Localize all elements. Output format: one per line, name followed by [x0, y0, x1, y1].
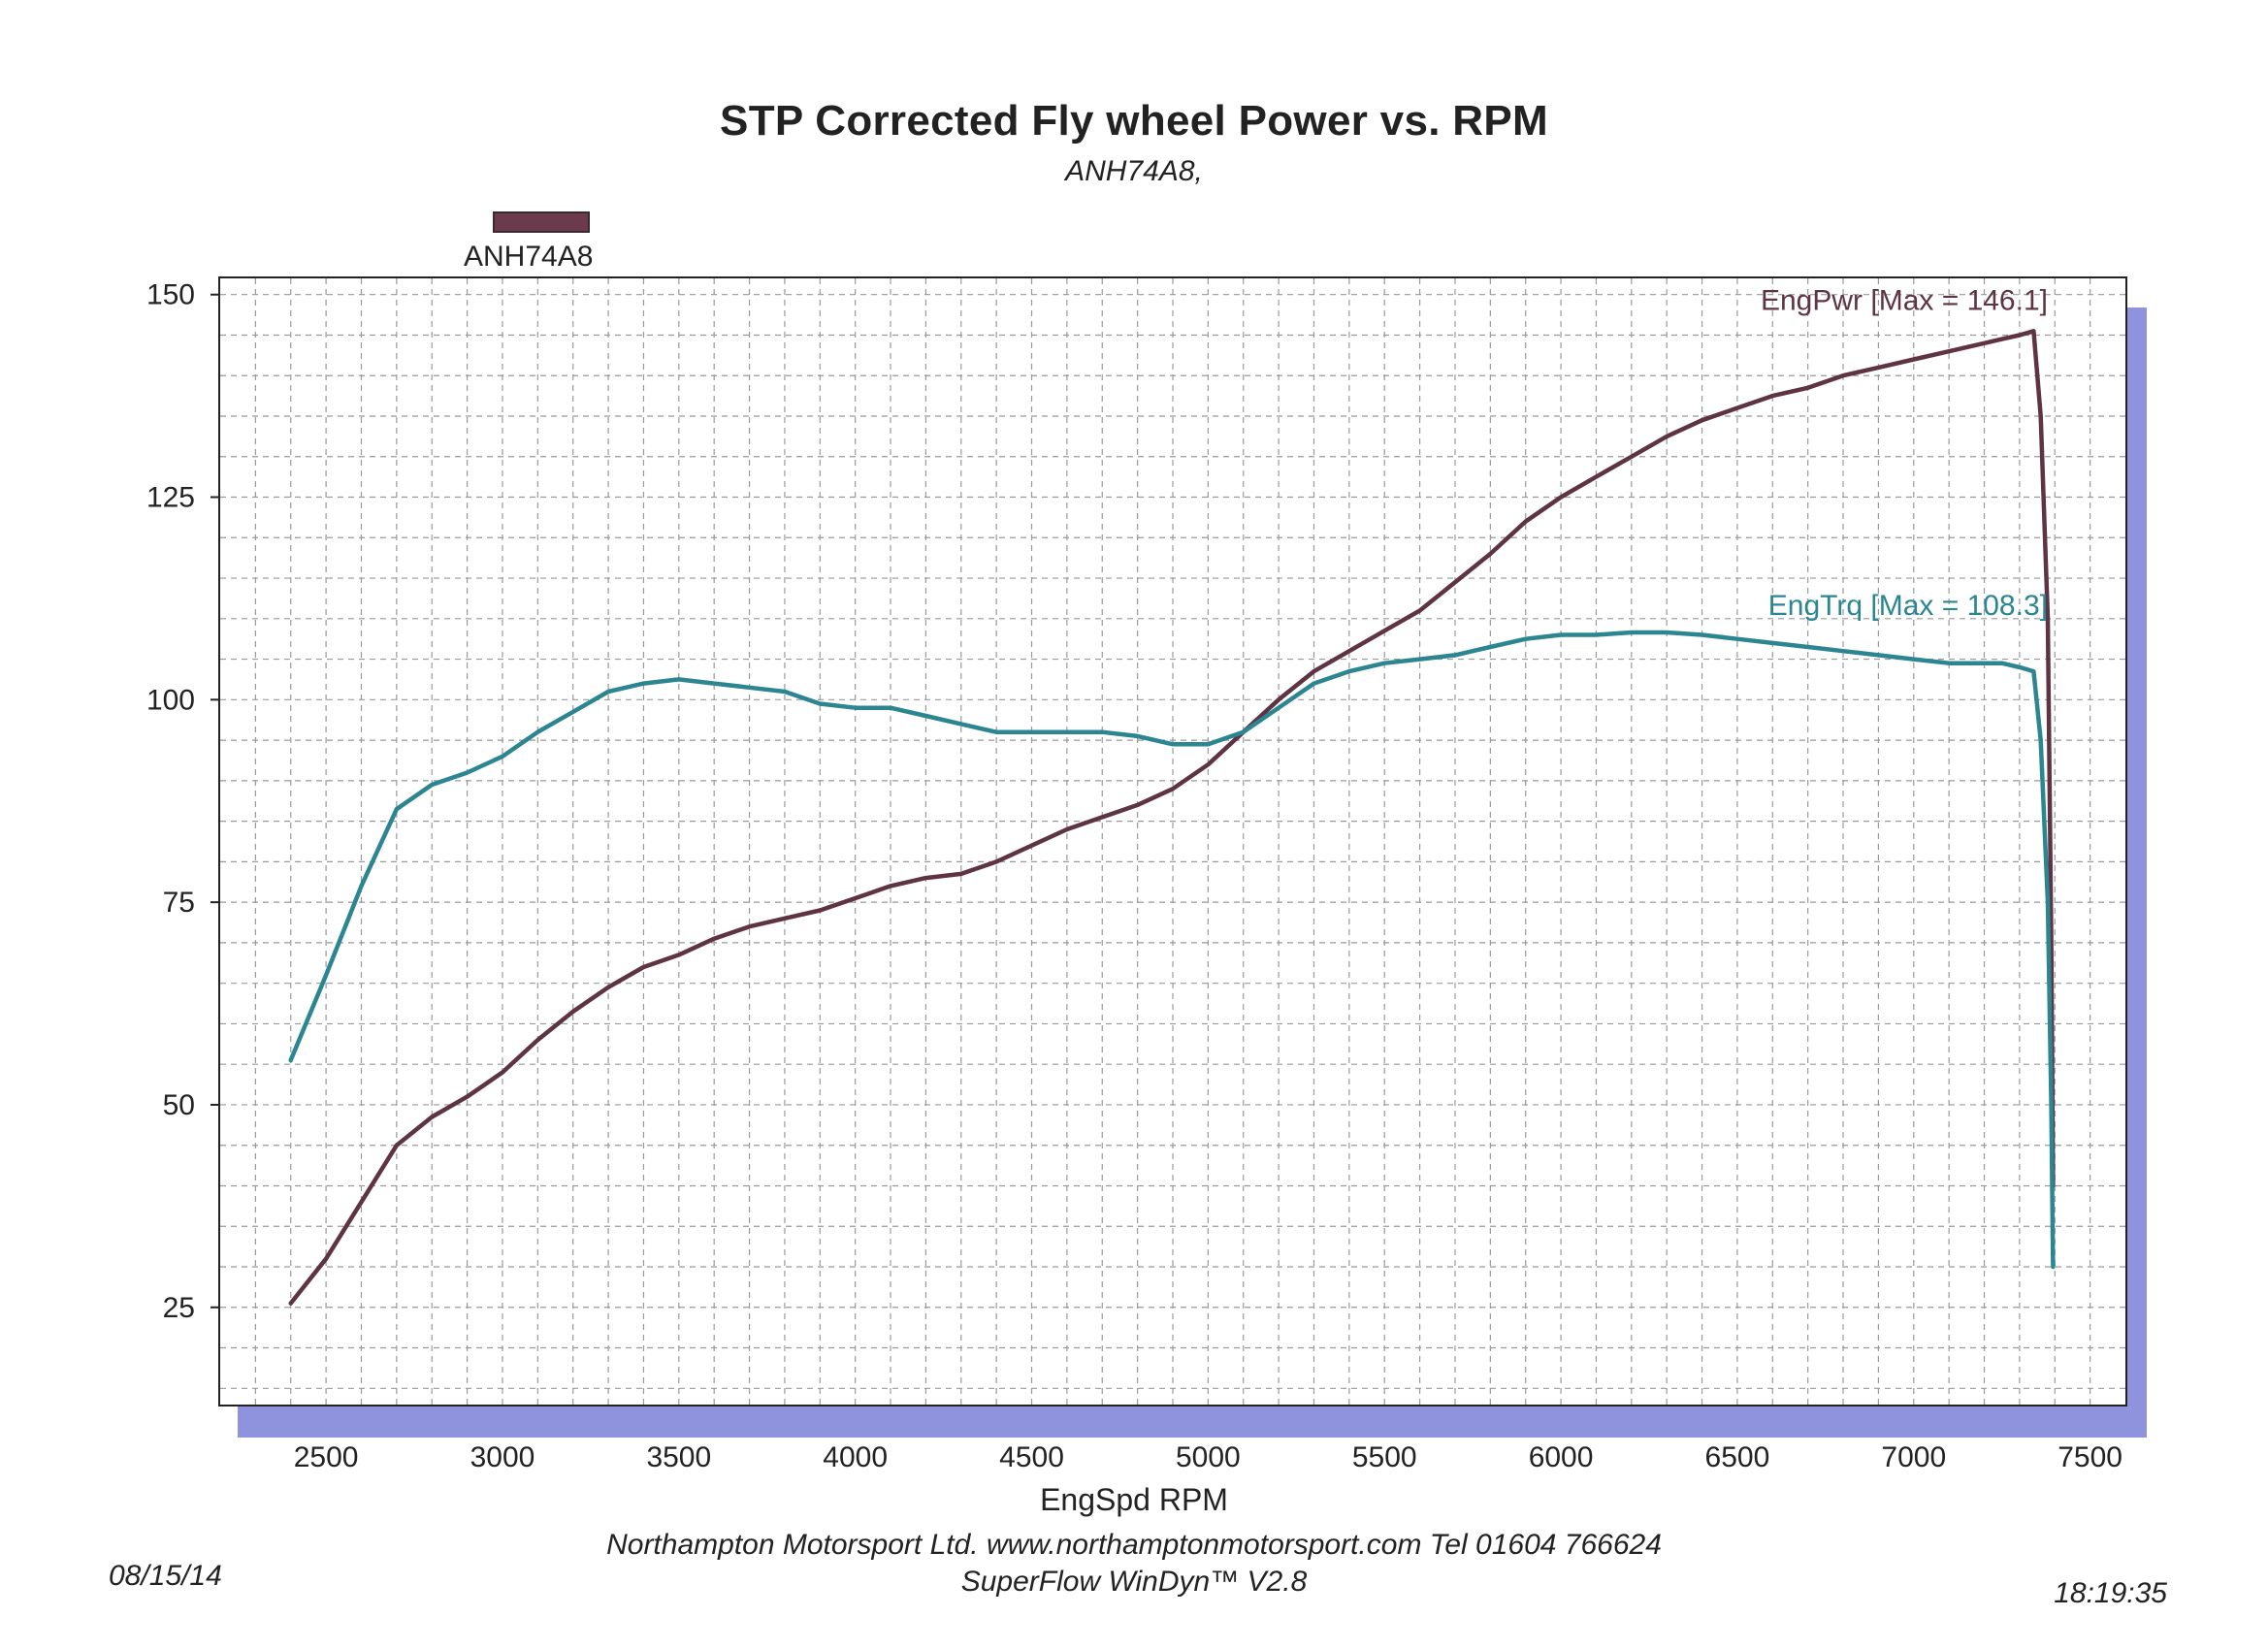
x-tick-label: 3000	[470, 1441, 535, 1473]
x-tick-layer: 2500 3000 3500 4000 4500 5000 5500 6000 6500 7000…	[294, 1441, 2122, 1473]
footer-company: Northampton Motorsport Ltd. www.northamp…	[606, 1529, 1662, 1561]
x-tick-label: 5000	[1176, 1441, 1241, 1473]
x-tick-label: 6000	[1529, 1441, 1594, 1473]
grid-layer	[220, 278, 2125, 1405]
series-label-engpwr: EngPwr [Max = 146.1]	[1761, 284, 2048, 316]
series-line-engtrq	[288, 630, 2056, 1270]
x-tick-label: 3500	[646, 1441, 711, 1473]
x-axis-title: EngSpd RPM	[1040, 1482, 1228, 1517]
series-label-layer: EngPwr [Max = 146.1] EngTrq [Max = 108.3]	[1761, 284, 2048, 622]
x-tick-label: 4000	[823, 1441, 888, 1473]
x-tick-label: 7000	[1881, 1441, 1946, 1473]
footer-date: 08/15/14	[109, 1560, 222, 1592]
x-tick-label: 7500	[2057, 1441, 2122, 1473]
x-tick-label: 4500	[999, 1441, 1064, 1473]
series-label-engtrq: EngTrq [Max = 108.3]	[1768, 590, 2048, 622]
x-tick-label: 2500	[294, 1441, 359, 1473]
footer-time: 18:19:35	[2054, 1577, 2167, 1609]
legend-swatch	[493, 211, 590, 233]
series-layer	[288, 329, 2056, 1306]
legend-label: ANH74A8	[464, 241, 594, 273]
y-tick-label: 25	[163, 1292, 195, 1324]
y-tick-layer: 25 50 75 100 125 150	[146, 279, 220, 1324]
page-title: STP Corrected Fly wheel Power vs. RPM	[720, 97, 1548, 145]
series-line-engpwr	[288, 329, 2056, 1306]
x-tick-label: 5500	[1352, 1441, 1417, 1473]
y-tick-label: 75	[163, 887, 195, 919]
x-tick-label: 6500	[1705, 1441, 1770, 1473]
footer-software: SuperFlow WinDyn™ V2.8	[960, 1566, 1308, 1598]
y-tick-label: 125	[146, 482, 195, 514]
y-tick-label: 50	[163, 1089, 195, 1121]
y-tick-label: 100	[146, 684, 195, 716]
page-subtitle: ANH74A8,	[1065, 155, 1203, 187]
y-tick-label: 150	[146, 279, 195, 311]
